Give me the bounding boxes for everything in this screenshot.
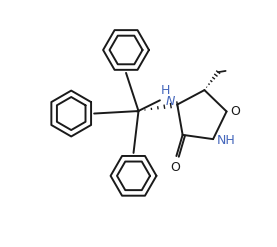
Text: O: O [170, 161, 180, 174]
Text: H: H [161, 83, 170, 97]
Text: NH: NH [216, 134, 235, 147]
Text: O: O [230, 105, 240, 118]
Text: N: N [165, 95, 175, 107]
